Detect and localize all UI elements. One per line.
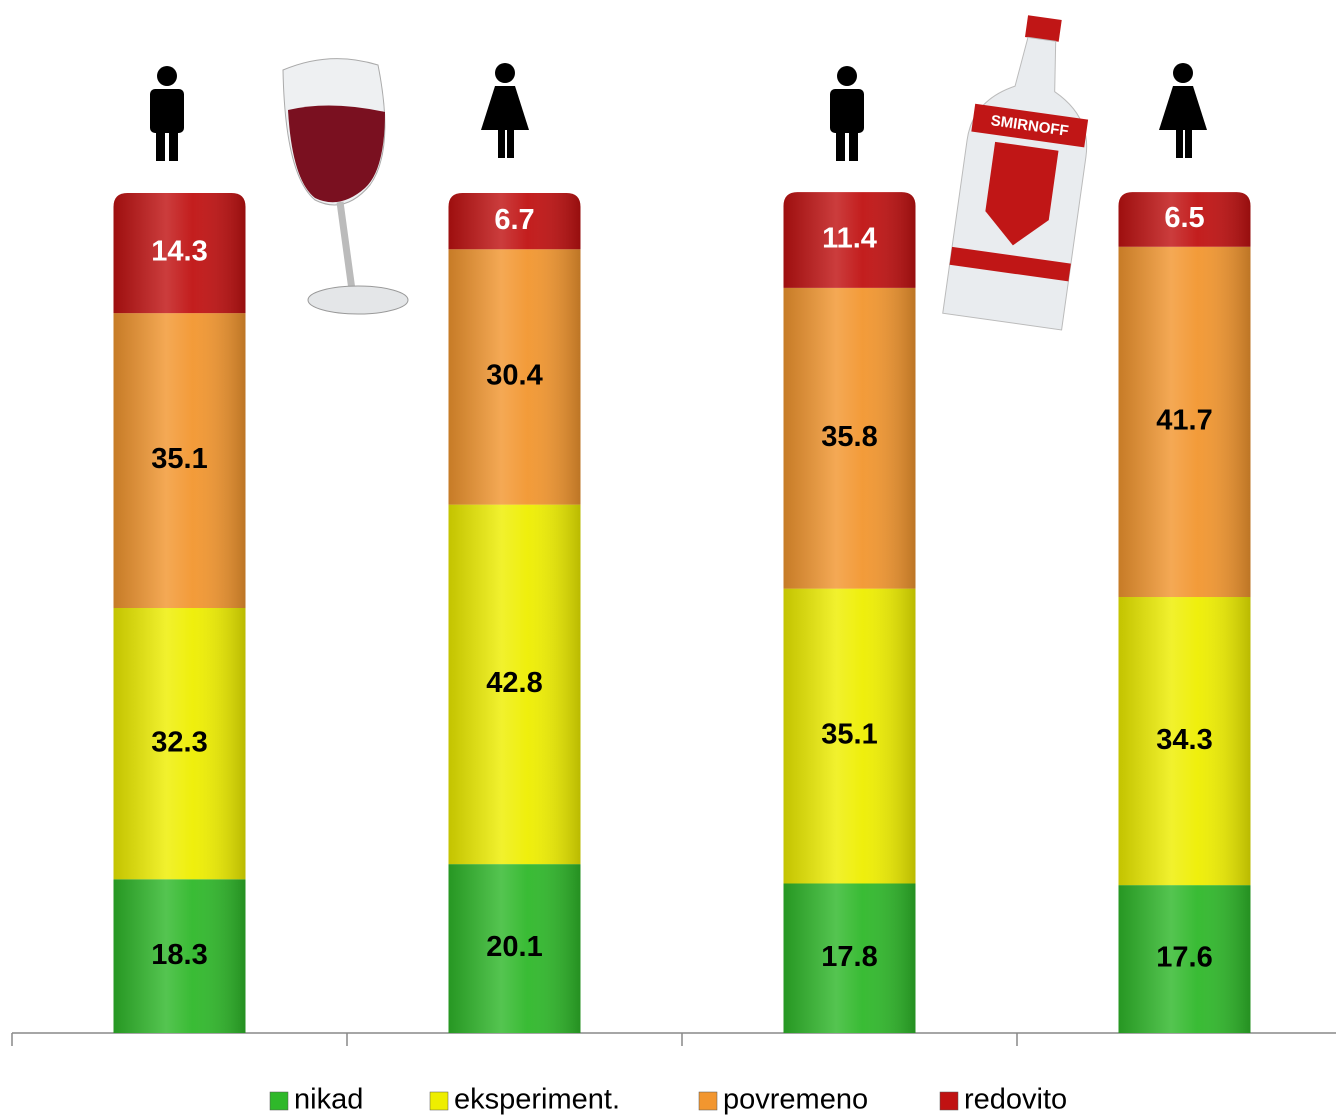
value-label: 35.1 xyxy=(821,719,877,751)
value-label: 6.7 xyxy=(494,204,534,236)
legend-label: redovito xyxy=(964,1084,1067,1116)
value-label: 18.3 xyxy=(151,939,207,971)
legend-label: povremeno xyxy=(723,1084,868,1116)
value-label: 17.8 xyxy=(821,941,877,973)
value-label: 30.4 xyxy=(486,360,542,392)
woman-icon xyxy=(1159,63,1207,158)
value-label: 17.6 xyxy=(1156,942,1212,974)
value-label: 35.8 xyxy=(821,421,877,453)
man-icon xyxy=(150,66,184,161)
value-label: 20.1 xyxy=(486,931,542,963)
value-label: 34.3 xyxy=(1156,724,1212,756)
wine-glass xyxy=(282,58,409,315)
legend-swatch xyxy=(269,1091,289,1111)
vodka-bottle: SMIRNOFF xyxy=(942,15,1089,331)
legend-label: eksperiment. xyxy=(454,1084,620,1116)
legend-swatch xyxy=(698,1091,718,1111)
value-label: 35.1 xyxy=(151,443,207,475)
woman-icon xyxy=(481,63,529,158)
value-label: 11.4 xyxy=(822,223,877,255)
value-label: 42.8 xyxy=(486,667,542,699)
legend-swatch xyxy=(939,1091,959,1111)
value-label: 32.3 xyxy=(151,726,207,758)
man-icon xyxy=(830,66,864,161)
value-label: 14.3 xyxy=(151,236,207,268)
legend-label: nikad xyxy=(294,1084,363,1116)
value-label: 41.7 xyxy=(1156,405,1212,437)
value-label: 6.5 xyxy=(1164,202,1204,234)
legend-swatch xyxy=(429,1091,449,1111)
